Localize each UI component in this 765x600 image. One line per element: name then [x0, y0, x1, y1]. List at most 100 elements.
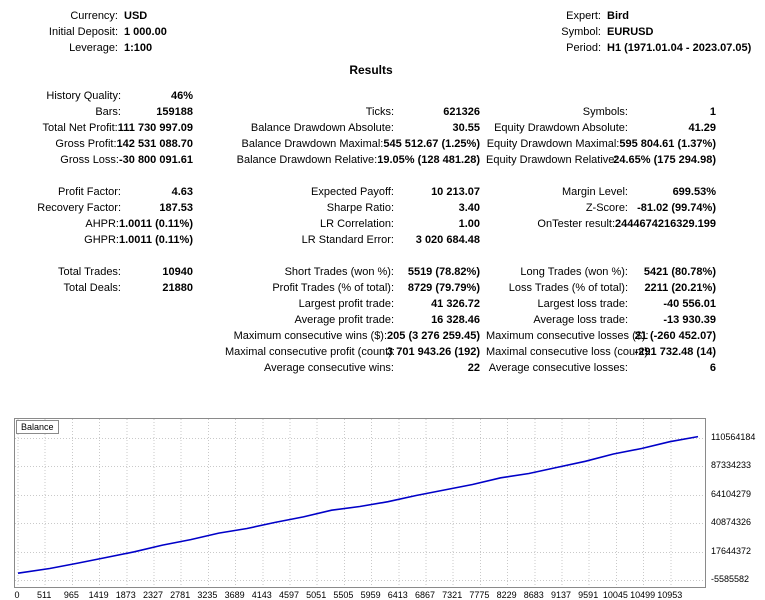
stat-row: Balance Drawdown Absolute: 30.55 [225, 120, 480, 136]
stat-value: 545 512.67 (1.25%) [383, 138, 480, 150]
x-axis-label: 5051 [306, 590, 327, 600]
stat-row: Maximal consecutive loss (count): -291 73… [486, 344, 716, 360]
stat-label [8, 248, 121, 264]
header-row: Period: H1 (1971.01.04 - 2023.07.05) [478, 40, 765, 56]
header-right: Expert: Bird Symbol: EURUSD Period: H1 (… [478, 8, 765, 56]
stat-value: 1.0011 (0.11%) [118, 234, 193, 246]
stat-row: Maximal consecutive profit (count): 3 701… [225, 344, 480, 360]
header-value: 1 000.00 [124, 26, 167, 38]
stat-row: Balance Drawdown Maximal: 545 512.67 (1.2… [225, 136, 480, 152]
stat-label: Largest profit trade: [298, 298, 394, 310]
stat-label: Equity Drawdown Absolute: [494, 122, 628, 134]
x-axis-label: 4143 [251, 590, 272, 600]
x-axis-label: 965 [63, 590, 79, 600]
stat-row: Average consecutive wins: 22 [225, 360, 480, 376]
stat-label: Profit Trades (% of total): [272, 282, 394, 294]
stat-value: 1.0011 (0.11%) [118, 218, 193, 230]
stat-row: Loss Trades (% of total): 2211 (20.21%) [486, 280, 716, 296]
y-axis-label: -5585582 [711, 574, 750, 584]
stat-value: 21 (-260 452.07) [634, 330, 716, 342]
x-axis-label: 511 [37, 590, 52, 600]
stat-row: AHPR: 1.0011 (0.11%) [8, 216, 193, 232]
stat-label: GHPR: [84, 234, 119, 246]
stat-row: Margin Level: 699.53% [486, 184, 716, 200]
stat-row: OnTester result: 2444674216329.199 [486, 216, 716, 232]
stat-label [486, 232, 628, 248]
stat-row: Gross Profit: 142 531 088.70 [8, 136, 193, 152]
stat-label: Maximal consecutive profit (count): [225, 346, 395, 358]
stat-value [628, 232, 716, 248]
stat-row: Equity Drawdown Absolute: 41.29 [486, 120, 716, 136]
stat-value [394, 248, 480, 264]
stat-label: Maximum consecutive losses ($): [486, 330, 649, 342]
stat-row [486, 248, 716, 264]
header-row: Symbol: EURUSD [478, 24, 765, 40]
stat-row: Sharpe Ratio: 3.40 [225, 200, 480, 216]
stat-value: 2211 (20.21%) [644, 282, 716, 294]
stat-label: Total Trades: [58, 266, 121, 278]
header-value: 1:100 [124, 42, 153, 54]
header-value: H1 (1971.01.04 - 2023.07.05) [607, 42, 752, 54]
stat-label: Balance Drawdown Maximal: [241, 138, 384, 150]
stat-row: Ticks: 621326 [225, 104, 480, 120]
stat-label: Recovery Factor: [37, 202, 121, 214]
stat-row [486, 88, 716, 104]
stat-label: Expected Payoff: [311, 186, 394, 198]
stat-row: Profit Factor: 4.63 [8, 184, 193, 200]
stat-value [121, 168, 193, 184]
stat-label: Bars: [95, 106, 121, 118]
stat-label: Balance Drawdown Relative: [236, 154, 378, 166]
header-label: Initial Deposit: [48, 26, 118, 38]
stat-row: Short Trades (won %): 5519 (78.82%) [225, 264, 480, 280]
stat-label [225, 88, 394, 104]
stat-label: Largest loss trade: [537, 298, 629, 310]
x-axis-label: 5959 [360, 590, 381, 600]
stat-value: -40 556.01 [663, 298, 716, 310]
header-row: Leverage: 1:100 [0, 40, 232, 56]
stat-label: Gross Profit: [55, 138, 117, 150]
stat-value [394, 88, 480, 104]
x-axis-label: 3689 [224, 590, 245, 600]
balance-chart: Balance 110564184 87334233 64104279 4087432… [14, 418, 762, 600]
chart-legend: Balance [16, 420, 59, 434]
stat-value: 142 531 088.70 [116, 138, 193, 150]
stat-row: Bars: 159188 [8, 104, 193, 120]
stat-label: Sharpe Ratio: [326, 202, 394, 214]
x-axis-label: 2781 [170, 590, 191, 600]
stat-label: Balance Drawdown Absolute: [250, 122, 394, 134]
stat-label [225, 168, 394, 184]
stat-row [486, 232, 716, 248]
stat-value: 41 326.72 [431, 298, 480, 310]
stat-label [486, 88, 628, 104]
stat-row: Maximum consecutive wins ($): 205 (3 276 … [225, 328, 480, 344]
stat-value: 8729 (79.79%) [407, 282, 480, 294]
x-axis-label: 8683 [523, 590, 544, 600]
stat-label: Average consecutive wins: [263, 362, 394, 374]
x-axis-label: 7775 [469, 590, 490, 600]
stat-row: Z-Score: -81.02 (99.74%) [486, 200, 716, 216]
stat-value: 41.29 [688, 122, 716, 134]
stat-label: Profit Factor: [58, 186, 121, 198]
stat-value: 699.53% [672, 186, 716, 198]
y-axis-label: 17644372 [711, 545, 752, 556]
x-axis-label: 10953 [657, 590, 683, 600]
header-label: Period: [566, 42, 601, 54]
stat-row: Largest loss trade: -40 556.01 [486, 296, 717, 312]
x-axis-label: 10045 [602, 590, 628, 600]
stat-value: -30 800 091.61 [118, 154, 193, 166]
x-axis-label: 6867 [414, 590, 436, 600]
x-axis-label: 10499 [630, 590, 656, 600]
stat-row: Maximum consecutive losses ($): 21 (-260 … [486, 328, 716, 344]
stat-row [225, 248, 480, 264]
balance-line [17, 435, 699, 574]
stat-label: Gross Loss: [60, 154, 119, 166]
y-axis-label: 40874326 [711, 517, 752, 528]
stat-label: Z-Score: [585, 202, 628, 214]
results-title: Results [349, 63, 393, 77]
stat-label: Short Trades (won %): [284, 266, 394, 278]
stat-label: Average consecutive losses: [488, 362, 628, 374]
stat-value: 1 [709, 106, 716, 118]
stat-row: Long Trades (won %): 5421 (80.78%) [486, 264, 716, 280]
stat-value: 10 213.07 [431, 186, 480, 198]
x-axis-label: 2327 [142, 590, 164, 600]
